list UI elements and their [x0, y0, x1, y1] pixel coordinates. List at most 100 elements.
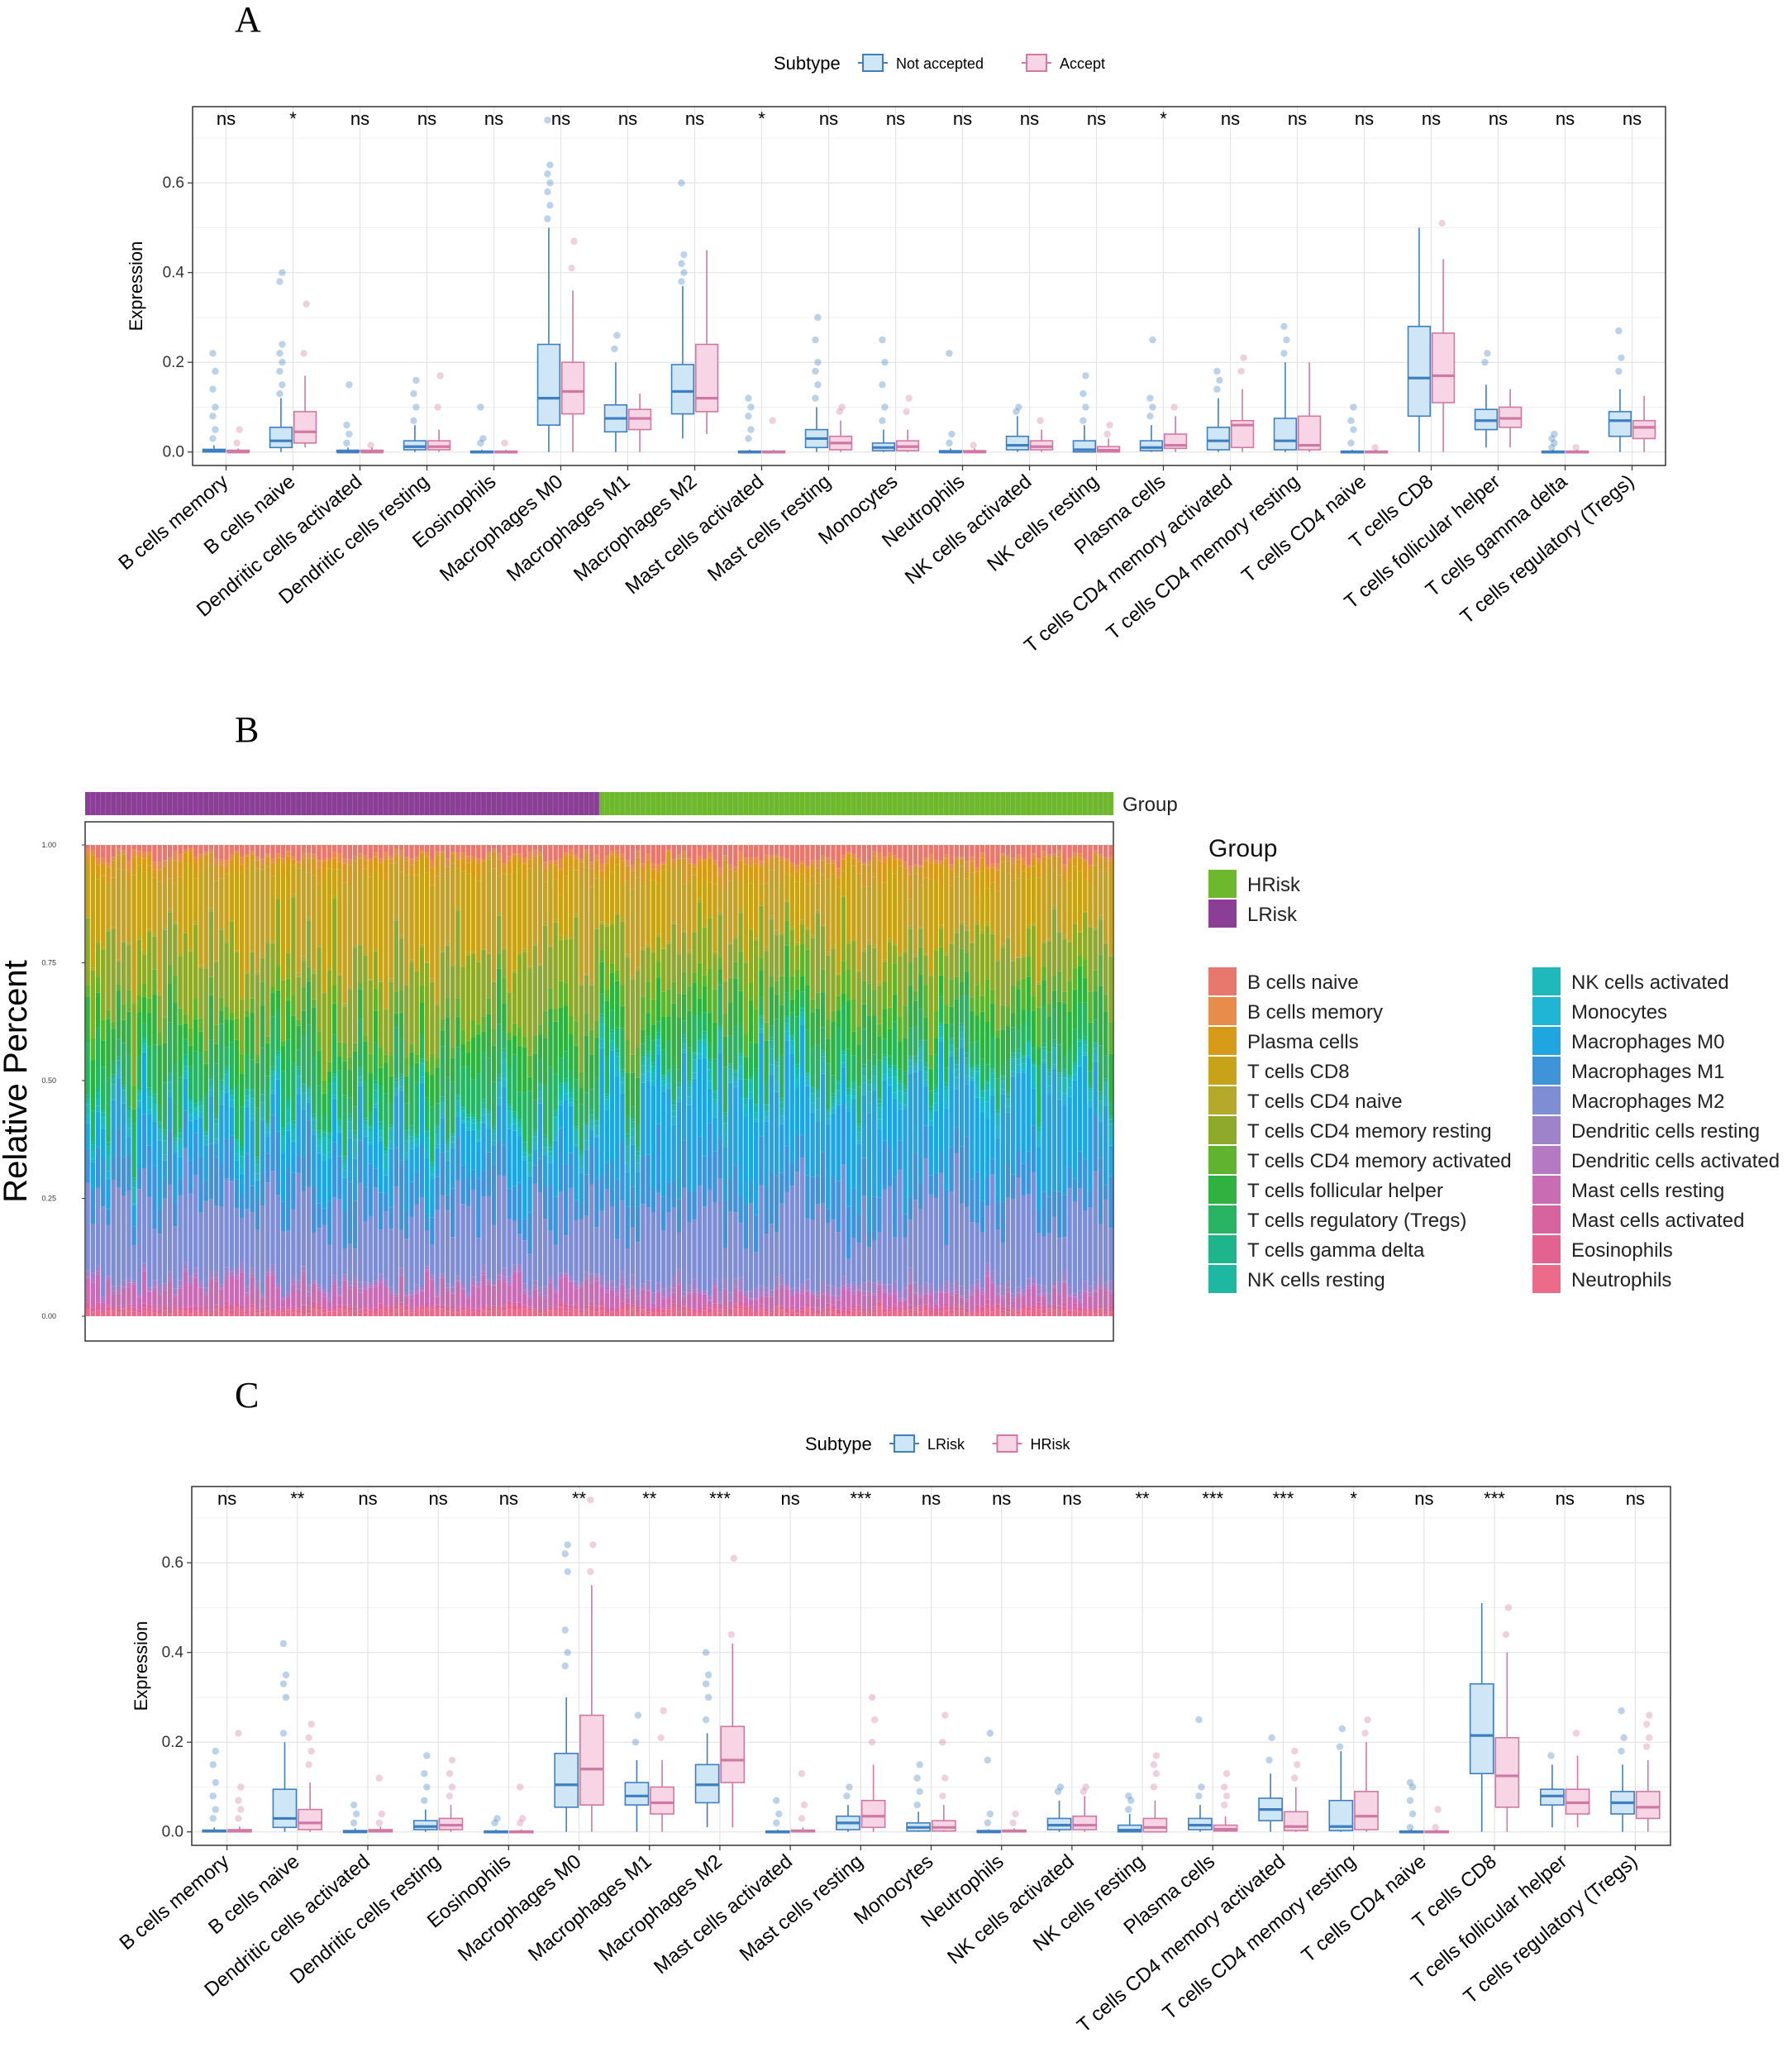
legend-key-not-accepted	[862, 54, 884, 72]
segment-t-cells-gamma-delta	[666, 1069, 671, 1071]
segment-monocytes	[655, 1045, 661, 1054]
outlier-mast-cells-resting-not-accepted	[812, 336, 819, 344]
segment-t-cells-follicular-helper	[1016, 990, 1021, 1031]
outlier-mast-cells-resting-not-accepted	[814, 359, 822, 366]
segment-nk-cells-resting	[984, 1082, 990, 1091]
segment-macrophages-m0	[831, 1113, 836, 1177]
outlier-neutrophils-accept	[970, 441, 977, 449]
segment-t-cells-cd4-memory-activated	[861, 981, 867, 1005]
segment-monocytes	[250, 1113, 255, 1121]
segment-macrophages-m1	[681, 1140, 687, 1188]
segment-mast-cells-activated	[502, 1305, 507, 1307]
segment-t-cells-gamma-delta	[121, 1085, 126, 1088]
segment-mast-cells-activated	[620, 1301, 625, 1305]
segment-dendritic-cells-activated	[995, 1293, 1000, 1296]
segment-t-cells-follicular-helper	[923, 1018, 928, 1041]
segment-nk-cells-resting	[537, 1085, 543, 1092]
segment-macrophages-m1	[754, 1215, 759, 1253]
segment-t-cells-follicular-helper	[892, 994, 898, 1022]
segment-t-cells-gamma-delta	[609, 1029, 615, 1033]
segment-macrophages-m1	[918, 1182, 923, 1210]
segment-plasma-cells	[599, 871, 604, 881]
segment-monocytes	[1021, 1069, 1026, 1073]
segment-monocytes	[285, 1123, 291, 1131]
segment-t-cells-cd4-memory-resting	[507, 992, 512, 1033]
segment-nk-cells-activated	[779, 1108, 784, 1116]
segment-t-cells-regulatory-tregs	[285, 1039, 291, 1099]
segment-nk-cells-activated	[866, 1091, 872, 1103]
segment-t-cells-regulatory-tregs	[245, 1054, 250, 1088]
segment-eosinophils	[805, 1306, 810, 1309]
segment-t-cells-cd4-naive	[569, 936, 574, 939]
sample-bar	[944, 845, 949, 1316]
segment-b-cells-memory	[435, 852, 440, 856]
segment-neutrophils	[882, 1312, 887, 1316]
segment-dendritic-cells-activated	[419, 1290, 425, 1292]
segment-t-cells-gamma-delta	[841, 1050, 846, 1052]
segment-nk-cells-activated	[312, 1119, 317, 1130]
segment-neutrophils	[497, 1309, 502, 1316]
segment-mast-cells-activated	[90, 1307, 96, 1312]
segment-b-cells-memory	[984, 865, 990, 869]
segment-neutrophils	[1046, 1310, 1051, 1316]
segment-neutrophils	[322, 1312, 326, 1316]
segment-mast-cells-resting	[923, 1294, 928, 1305]
segment-t-cells-cd4-naive	[497, 913, 502, 916]
segment-t-cells-follicular-helper	[491, 1045, 497, 1082]
segment-nk-cells-activated	[898, 1091, 903, 1103]
segment-eosinophils	[532, 1308, 537, 1310]
segment-monocytes	[101, 1124, 106, 1129]
segment-mast-cells-resting	[219, 1289, 224, 1308]
segment-nk-cells-activated	[984, 1090, 990, 1102]
segment-t-cells-cd4-memory-activated	[384, 1054, 388, 1063]
segment-dendritic-cells-resting	[306, 1285, 312, 1292]
segment-eosinophils	[188, 1310, 193, 1314]
segment-t-cells-follicular-helper	[517, 1045, 522, 1092]
segment-monocytes	[764, 1117, 769, 1122]
segment-macrophages-m2	[1026, 1194, 1032, 1279]
segment-b-cells-naive	[553, 845, 558, 861]
segment-mast-cells-activated	[450, 1305, 455, 1310]
segment-t-cells-cd4-naive	[512, 970, 517, 973]
segment-t-cells-cd4-memory-resting	[224, 943, 229, 1007]
segment-t-cells-cd8	[866, 886, 872, 941]
segment-b-cells-memory	[234, 851, 240, 853]
segment-t-cells-follicular-helper	[260, 1005, 265, 1048]
segment-t-cells-cd8	[872, 876, 877, 945]
segment-t-cells-regulatory-tregs	[193, 1051, 198, 1104]
segment-macrophages-m0	[512, 1130, 517, 1186]
segment-t-cells-cd4-memory-activated	[579, 1071, 584, 1088]
segment-t-cells-regulatory-tregs	[574, 1079, 579, 1127]
segment-t-cells-cd4-naive	[713, 951, 717, 955]
segment-t-cells-follicular-helper	[841, 993, 846, 1005]
segment-t-cells-cd4-naive	[208, 908, 214, 912]
segment-t-cells-cd4-memory-activated	[470, 1020, 476, 1038]
segment-macrophages-m0	[599, 1048, 604, 1175]
segment-macrophages-m2	[384, 1211, 388, 1280]
segment-macrophages-m1	[152, 1166, 157, 1229]
segment-mast-cells-activated	[918, 1305, 923, 1309]
segment-nk-cells-resting	[1056, 1074, 1062, 1078]
segment-mast-cells-resting	[101, 1302, 106, 1311]
segment-t-cells-follicular-helper	[558, 1007, 564, 1058]
segment-t-cells-cd8	[548, 869, 553, 946]
segment-t-cells-regulatory-tregs	[152, 1044, 157, 1095]
segment-macrophages-m1	[312, 1186, 317, 1233]
sample-bar	[692, 845, 697, 1316]
segment-t-cells-follicular-helper	[594, 1037, 599, 1077]
x-tick-label-macrophages-m1: Macrophages M1	[503, 470, 634, 586]
segment-mast-cells-resting	[661, 1299, 666, 1309]
segment-mast-cells-activated	[820, 1309, 826, 1312]
segment-t-cells-cd4-naive	[708, 913, 713, 919]
segment-eosinophils	[789, 1309, 794, 1311]
y-tick-label: 0.2	[163, 354, 184, 371]
segment-dendritic-cells-resting	[450, 1286, 455, 1292]
sample-bar	[465, 845, 471, 1316]
segment-nk-cells-activated	[990, 1072, 995, 1090]
segment-mast-cells-resting	[409, 1298, 414, 1310]
segment-nk-cells-activated	[892, 1076, 898, 1093]
segment-t-cells-gamma-delta	[820, 1050, 826, 1053]
segment-b-cells-naive	[1005, 845, 1011, 856]
segment-neutrophils	[805, 1308, 810, 1316]
segment-t-cells-cd8	[445, 876, 450, 942]
